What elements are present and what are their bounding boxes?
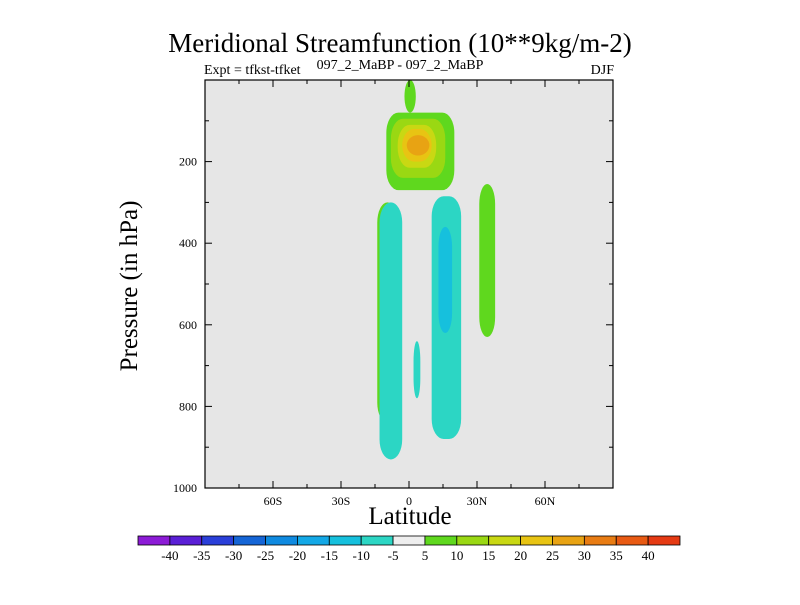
colorbar-label: 30 (578, 548, 591, 563)
contour-region (379, 202, 403, 460)
contour-region (406, 135, 430, 156)
y-tick-label: 1000 (173, 481, 197, 495)
colorbar-swatch (647, 535, 681, 546)
colorbar-label: -30 (225, 548, 242, 563)
colorbar-swatch (520, 535, 553, 546)
colorbar-label: 20 (514, 548, 527, 563)
colorbar-swatch (328, 535, 362, 546)
contour-regions (377, 80, 496, 460)
x-tick-label: 30N (467, 494, 488, 508)
colorbar-swatch (137, 535, 171, 546)
colorbar-label: 5 (422, 548, 429, 563)
experiment-label: Expt = tfkst-tfket (204, 63, 301, 78)
colorbar-label: -10 (353, 548, 370, 563)
colorbar-swatch (615, 535, 649, 546)
colorbar-swatch (456, 535, 490, 546)
y-tick-label: 400 (179, 236, 197, 250)
colorbar-swatch (552, 535, 585, 546)
x-tick-label: 30S (332, 494, 351, 508)
colorbar-swatch (583, 535, 617, 546)
colorbar-label: -5 (388, 548, 399, 563)
y-tick-label: 600 (179, 318, 197, 332)
colorbar-swatch (201, 535, 235, 546)
colorbar-label: -20 (289, 548, 306, 563)
x-axis-title: Latitude (368, 503, 452, 530)
x-axis-ticks: 60S 30S 0 30N 60N (238, 80, 580, 508)
y-tick-label: 800 (179, 399, 197, 413)
colorbar-label: 10 (450, 548, 463, 563)
y-tick-label: 200 (179, 155, 197, 169)
y-axis-ticks: 200 400 600 800 1000 (173, 120, 613, 495)
contour-region (438, 226, 453, 333)
colorbar-swatch (233, 535, 266, 546)
colorbar-swatch (297, 535, 330, 546)
x-tick-label: 60S (264, 494, 283, 508)
colorbar-label: -40 (161, 548, 178, 563)
contour-region (413, 341, 421, 399)
y-axis-title: Pressure (in hPa) (116, 200, 143, 372)
colorbar-swatch (360, 535, 394, 546)
colorbar-label: -35 (193, 548, 210, 563)
x-tick-label: 60N (535, 494, 556, 508)
colorbar-swatch (265, 535, 298, 546)
colorbar-swatch (424, 535, 458, 546)
colorbar: -40 -35 -30 -25 -20 -15 -10 -5 5 10 15 20 25 30 35 40 (137, 535, 681, 563)
colorbar-label: -25 (257, 548, 274, 563)
contour-region (404, 80, 416, 113)
colorbar-swatch (392, 535, 426, 546)
colorbar-label: -15 (321, 548, 338, 563)
colorbar-swatch (169, 535, 203, 546)
colorbar-label: 40 (642, 548, 655, 563)
contour-region (479, 184, 496, 338)
colorbar-label: 25 (546, 548, 559, 563)
run-label: 097_2_MaBP - 097_2_MaBP (316, 58, 484, 73)
x-tick-label: 0 (406, 494, 412, 508)
colorbar-label: 35 (610, 548, 623, 563)
chart-title: Meridional Streamfunction (10**9kg/m-2) (168, 28, 632, 58)
season-label: DJF (590, 63, 614, 78)
colorbar-label: 15 (482, 548, 495, 563)
colorbar-swatch (488, 535, 521, 546)
